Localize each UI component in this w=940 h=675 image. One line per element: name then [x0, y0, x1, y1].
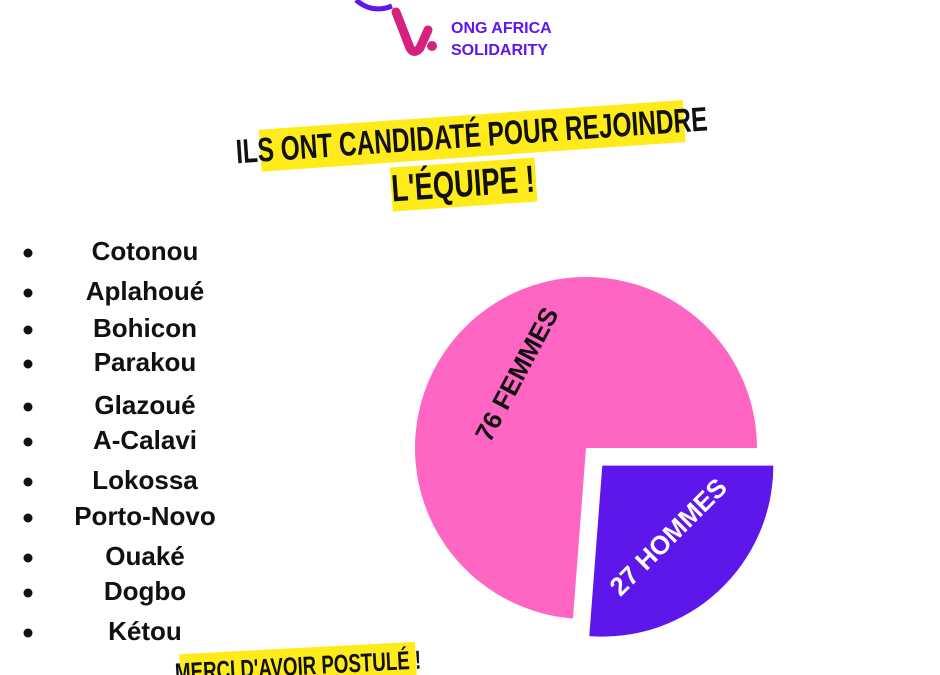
bullet — [23, 288, 33, 298]
bullet — [23, 588, 33, 598]
highlight — [179, 641, 417, 675]
city-list: Cotonou Aplahoué Bohicon Parakou Glazoué A-Ca… — [23, 236, 216, 646]
city: A-Calavi — [93, 425, 197, 455]
highlight — [258, 100, 686, 172]
city: Lokossa — [92, 465, 198, 495]
bullet — [23, 513, 33, 523]
city: Parakou — [94, 347, 197, 377]
bullet — [23, 359, 33, 369]
city: Dogbo — [104, 576, 186, 606]
bullet — [23, 628, 33, 638]
pie-slice — [414, 277, 757, 619]
city: Aplahoué — [86, 276, 204, 306]
org-name: ONG AFRICA — [451, 20, 552, 37]
bullet — [23, 477, 33, 487]
bullet — [23, 248, 33, 258]
bullet — [23, 402, 33, 412]
title-block: ILS ONT CANDIDATÉ POUR REJOINDRE L'ÉQUIP… — [235, 99, 709, 212]
city: Glazoué — [94, 390, 195, 420]
bullet — [23, 325, 33, 335]
footer-block: MERCI D'AVOIR POSTULÉ ! — [174, 641, 422, 675]
city: Bohicon — [93, 313, 197, 343]
city: Porto-Novo — [74, 501, 216, 531]
org-name: SOLIDARITY — [451, 42, 548, 59]
pie-slice — [589, 465, 774, 637]
title: L'ÉQUIPE ! — [390, 157, 536, 211]
highlight — [389, 157, 538, 212]
logo — [354, 0, 437, 56]
bullet — [23, 553, 33, 563]
city: Ouaké — [105, 541, 185, 571]
city: Cotonou — [92, 236, 199, 266]
title: ILS ONT CANDIDATÉ POUR REJOINDRE — [235, 99, 709, 171]
city: Kétou — [108, 616, 182, 646]
bullet — [23, 437, 33, 447]
